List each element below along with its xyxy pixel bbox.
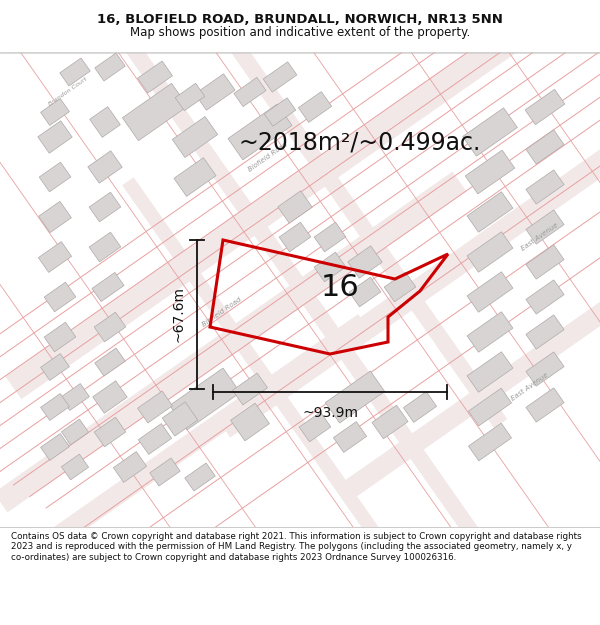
Polygon shape bbox=[38, 121, 72, 153]
Polygon shape bbox=[526, 130, 564, 164]
Polygon shape bbox=[61, 454, 89, 480]
Polygon shape bbox=[217, 16, 600, 437]
Text: Brandon Court: Brandon Court bbox=[48, 77, 88, 108]
Polygon shape bbox=[230, 403, 269, 441]
Text: Contains OS data © Crown copyright and database right 2021. This information is : Contains OS data © Crown copyright and d… bbox=[11, 532, 581, 562]
Polygon shape bbox=[298, 92, 332, 123]
Polygon shape bbox=[162, 402, 198, 436]
Polygon shape bbox=[95, 348, 125, 376]
Polygon shape bbox=[94, 417, 126, 447]
Text: East Avenue: East Avenue bbox=[511, 372, 550, 402]
Polygon shape bbox=[233, 373, 268, 405]
Polygon shape bbox=[93, 381, 127, 413]
Polygon shape bbox=[467, 272, 513, 312]
Polygon shape bbox=[39, 162, 71, 192]
Polygon shape bbox=[89, 192, 121, 222]
Polygon shape bbox=[172, 116, 218, 158]
Polygon shape bbox=[526, 170, 564, 204]
Polygon shape bbox=[113, 452, 146, 482]
Polygon shape bbox=[92, 0, 508, 578]
Polygon shape bbox=[467, 192, 513, 232]
Text: East Avenue: East Avenue bbox=[520, 222, 560, 252]
Polygon shape bbox=[61, 419, 89, 445]
Polygon shape bbox=[234, 78, 266, 107]
Text: ~67.6m: ~67.6m bbox=[171, 286, 185, 342]
Polygon shape bbox=[264, 98, 296, 126]
Polygon shape bbox=[174, 158, 216, 196]
Polygon shape bbox=[41, 434, 70, 461]
Polygon shape bbox=[299, 412, 331, 442]
Polygon shape bbox=[195, 74, 235, 110]
Polygon shape bbox=[89, 232, 121, 262]
Polygon shape bbox=[228, 104, 292, 160]
Polygon shape bbox=[185, 463, 215, 491]
Polygon shape bbox=[175, 83, 205, 111]
Polygon shape bbox=[137, 391, 172, 423]
Polygon shape bbox=[263, 62, 297, 92]
Text: ~2018m²/~0.499ac.: ~2018m²/~0.499ac. bbox=[239, 130, 481, 154]
Polygon shape bbox=[340, 254, 600, 500]
Polygon shape bbox=[38, 242, 71, 272]
Polygon shape bbox=[92, 0, 508, 428]
Polygon shape bbox=[41, 99, 70, 126]
Text: ~93.9m: ~93.9m bbox=[302, 406, 358, 420]
Polygon shape bbox=[525, 89, 565, 125]
Polygon shape bbox=[88, 151, 122, 183]
Polygon shape bbox=[467, 312, 513, 352]
Polygon shape bbox=[137, 61, 172, 93]
Polygon shape bbox=[526, 352, 564, 386]
Polygon shape bbox=[463, 108, 517, 156]
Polygon shape bbox=[95, 53, 125, 81]
Polygon shape bbox=[384, 272, 416, 302]
Polygon shape bbox=[94, 312, 126, 342]
Polygon shape bbox=[0, 172, 466, 512]
Polygon shape bbox=[325, 371, 385, 423]
Text: Blofield Road: Blofield Road bbox=[247, 141, 289, 172]
Polygon shape bbox=[61, 384, 89, 411]
Polygon shape bbox=[150, 458, 180, 486]
Polygon shape bbox=[526, 245, 564, 279]
Polygon shape bbox=[92, 272, 124, 302]
Text: 16, BLOFIELD ROAD, BRUNDALL, NORWICH, NR13 5NN: 16, BLOFIELD ROAD, BRUNDALL, NORWICH, NR… bbox=[97, 13, 503, 26]
Polygon shape bbox=[469, 423, 512, 461]
Polygon shape bbox=[31, 314, 370, 560]
Polygon shape bbox=[526, 280, 564, 314]
Polygon shape bbox=[5, 0, 595, 399]
Text: 16: 16 bbox=[320, 272, 359, 301]
Polygon shape bbox=[122, 177, 478, 625]
Polygon shape bbox=[403, 392, 437, 422]
Polygon shape bbox=[122, 83, 188, 141]
Polygon shape bbox=[139, 424, 172, 454]
Polygon shape bbox=[314, 222, 346, 252]
Text: Blofield Road: Blofield Road bbox=[201, 296, 243, 328]
Polygon shape bbox=[44, 282, 76, 312]
Polygon shape bbox=[348, 246, 382, 278]
Text: Map shows position and indicative extent of the property.: Map shows position and indicative extent… bbox=[130, 26, 470, 39]
Polygon shape bbox=[41, 354, 70, 381]
Polygon shape bbox=[38, 201, 71, 232]
Polygon shape bbox=[469, 388, 512, 426]
Polygon shape bbox=[526, 388, 564, 422]
Polygon shape bbox=[44, 322, 76, 352]
Polygon shape bbox=[467, 352, 513, 392]
Polygon shape bbox=[465, 150, 515, 194]
Polygon shape bbox=[349, 277, 381, 307]
Polygon shape bbox=[60, 58, 90, 86]
Polygon shape bbox=[314, 252, 346, 282]
Polygon shape bbox=[526, 315, 564, 349]
Polygon shape bbox=[372, 405, 408, 439]
Polygon shape bbox=[170, 368, 240, 430]
Polygon shape bbox=[334, 422, 367, 452]
Polygon shape bbox=[89, 107, 121, 138]
Polygon shape bbox=[278, 191, 312, 223]
Polygon shape bbox=[526, 210, 564, 244]
Polygon shape bbox=[41, 394, 70, 421]
Polygon shape bbox=[279, 222, 311, 252]
Polygon shape bbox=[467, 232, 513, 272]
